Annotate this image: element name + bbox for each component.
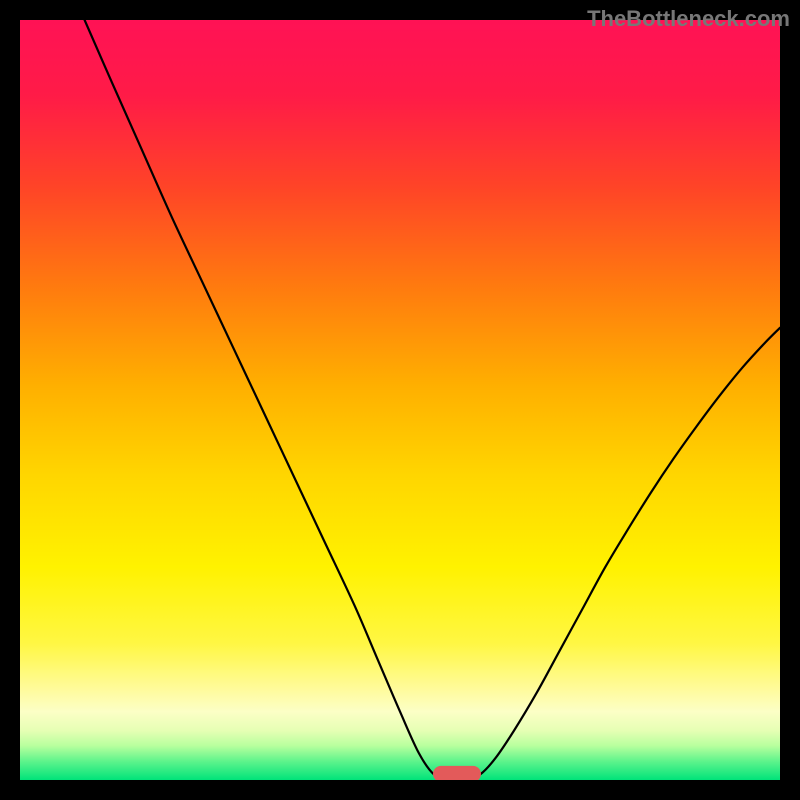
chart-container: { "watermark": { "text": "TheBottleneck.… — [0, 0, 800, 800]
bottleneck-chart — [0, 0, 800, 800]
watermark-text: TheBottleneck.com — [587, 6, 790, 32]
optimal-point-marker — [433, 766, 481, 782]
